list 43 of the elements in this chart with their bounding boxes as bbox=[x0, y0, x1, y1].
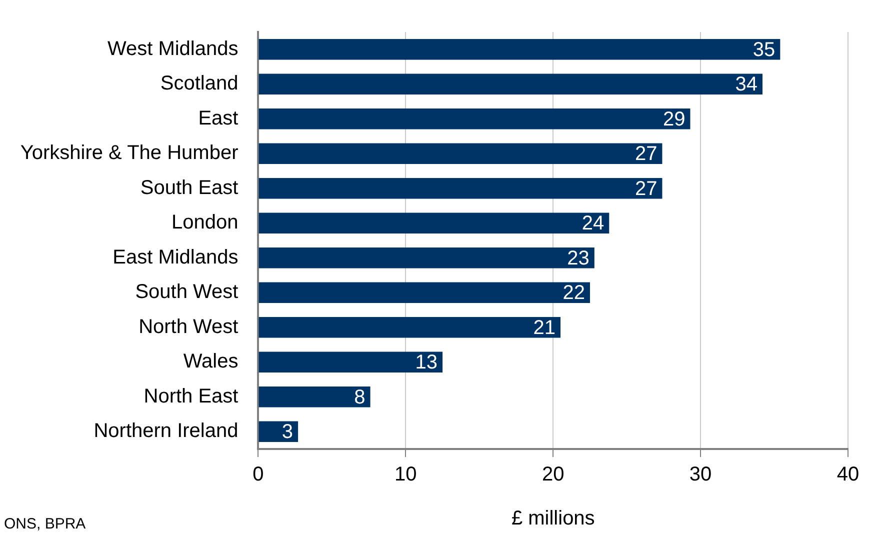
data-label: 35 bbox=[752, 38, 776, 61]
y-tick-label: Scotland bbox=[160, 72, 238, 95]
y-tick-label: North East bbox=[144, 385, 239, 408]
data-label: 21 bbox=[533, 316, 556, 339]
x-tick-label: 10 bbox=[394, 464, 417, 486]
x-axis-title: £ millions bbox=[511, 508, 595, 530]
data-label: 13 bbox=[415, 352, 438, 374]
data-label: 24 bbox=[582, 212, 604, 235]
data-label: 23 bbox=[567, 247, 590, 270]
bar bbox=[258, 247, 594, 268]
bar bbox=[258, 178, 662, 199]
y-tick-label: London bbox=[171, 212, 238, 234]
bar bbox=[258, 421, 298, 442]
bar bbox=[258, 352, 443, 373]
bar bbox=[258, 74, 762, 95]
y-tick-label: East Midlands bbox=[112, 246, 238, 268]
bar bbox=[258, 38, 780, 60]
data-label: 3 bbox=[282, 421, 294, 444]
bar bbox=[258, 386, 370, 408]
y-tick-label: East bbox=[198, 107, 239, 130]
y-tick-label: South West bbox=[135, 281, 239, 304]
x-tick-label: 20 bbox=[542, 464, 564, 486]
data-label: 27 bbox=[634, 143, 658, 166]
y-tick-label: South East bbox=[140, 176, 239, 199]
data-label: 34 bbox=[735, 74, 758, 96]
data-label: 27 bbox=[634, 178, 658, 200]
text: ONS, BPRA bbox=[4, 516, 86, 533]
x-tick-label: 40 bbox=[836, 464, 860, 486]
x-tick-label: 30 bbox=[689, 464, 712, 486]
y-tick-label: Wales bbox=[183, 350, 238, 373]
y-tick-label: North West bbox=[138, 316, 239, 338]
bar bbox=[258, 282, 590, 304]
data-label: 29 bbox=[662, 108, 686, 130]
data-label: 22 bbox=[562, 282, 585, 304]
y-tick-label: West Midlands bbox=[107, 38, 238, 60]
y-tick-label: Northern Ireland bbox=[94, 420, 238, 442]
x-tick-label: 0 bbox=[252, 464, 264, 486]
y-tick-label: Yorkshire & The Humber bbox=[20, 142, 239, 164]
bar bbox=[258, 143, 662, 164]
bar bbox=[258, 108, 690, 130]
bar bbox=[258, 316, 560, 338]
bar bbox=[258, 212, 610, 234]
data-label: 8 bbox=[354, 386, 366, 408]
